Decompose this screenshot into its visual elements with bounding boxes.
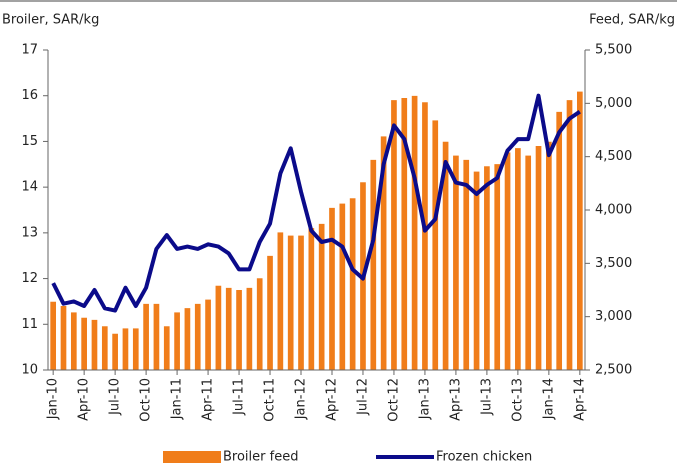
bar bbox=[163, 326, 170, 370]
bar bbox=[215, 285, 222, 370]
y-tick-label: 13 bbox=[21, 225, 38, 240]
x-tick-label: Apr-13 bbox=[448, 378, 463, 421]
bar bbox=[401, 98, 408, 370]
bar bbox=[463, 159, 470, 370]
y2-axis-title: Feed, SAR/kg bbox=[589, 13, 675, 28]
bar bbox=[422, 102, 428, 371]
legend-swatch bbox=[163, 451, 221, 463]
x-tick-label: Jan-10 bbox=[46, 378, 61, 420]
x-tick-label: Jul-10 bbox=[108, 378, 123, 416]
x-tick-label: Jul-12 bbox=[355, 378, 370, 416]
x-tick-label: Jan-13 bbox=[417, 378, 432, 420]
y2-tick-label: 5,000 bbox=[595, 96, 632, 111]
bar bbox=[256, 278, 263, 370]
bar bbox=[60, 306, 67, 370]
bar bbox=[50, 301, 57, 370]
bar bbox=[494, 164, 501, 370]
y2-tick-label: 4,000 bbox=[595, 203, 632, 218]
bar bbox=[298, 235, 304, 370]
y-tick-label: 17 bbox=[21, 43, 38, 58]
bar bbox=[391, 100, 397, 370]
legend-label: Frozen chicken bbox=[436, 450, 532, 465]
bar bbox=[432, 120, 439, 371]
y2-tick-label: 3,500 bbox=[595, 256, 632, 271]
y2-tick-label: 4,500 bbox=[595, 149, 632, 164]
bar bbox=[287, 235, 294, 370]
y2-tick-label: 2,500 bbox=[595, 363, 632, 378]
bar bbox=[308, 228, 315, 370]
x-tick-label: Jul-11 bbox=[232, 378, 247, 416]
bar bbox=[112, 333, 118, 370]
bar bbox=[370, 159, 377, 370]
bar bbox=[194, 303, 201, 370]
bar bbox=[318, 223, 325, 370]
bar bbox=[525, 155, 532, 370]
x-tick-label: Jan-11 bbox=[170, 378, 185, 420]
bar bbox=[174, 312, 180, 370]
bar bbox=[143, 303, 149, 370]
bar bbox=[453, 155, 459, 370]
x-tick-label: Apr-12 bbox=[324, 378, 339, 421]
bar bbox=[546, 141, 552, 370]
y-tick-label: 16 bbox=[21, 88, 38, 103]
line bbox=[51, 93, 581, 313]
bar bbox=[91, 319, 98, 370]
bar bbox=[329, 207, 335, 370]
bar bbox=[504, 152, 511, 370]
bar bbox=[184, 308, 191, 370]
bar bbox=[411, 95, 418, 370]
x-tick-label: Oct-10 bbox=[139, 378, 154, 422]
x-tick-label: Jan-14 bbox=[541, 378, 556, 420]
y2-tick-label: 3,000 bbox=[595, 309, 632, 324]
x-tick-label: Apr-14 bbox=[572, 378, 587, 421]
bar bbox=[339, 203, 346, 370]
y-tick-label: 12 bbox=[21, 271, 38, 286]
bar bbox=[576, 91, 583, 370]
bar bbox=[535, 146, 542, 370]
x-tick-label: Oct-12 bbox=[386, 378, 401, 422]
bar bbox=[380, 136, 387, 370]
y-tick-label: 11 bbox=[21, 317, 38, 332]
x-tick-label: Jan-12 bbox=[294, 378, 309, 420]
x-tick-label: Jul-13 bbox=[479, 378, 494, 416]
bar bbox=[566, 100, 573, 370]
bar bbox=[153, 303, 160, 370]
bar bbox=[267, 255, 273, 370]
bar bbox=[236, 290, 242, 370]
bar bbox=[349, 198, 356, 370]
y2-tick-label: 5,500 bbox=[595, 43, 632, 58]
bar bbox=[556, 111, 563, 370]
x-tick-label: Oct-11 bbox=[263, 378, 278, 422]
bar bbox=[122, 328, 129, 370]
x-tick-label: Oct-13 bbox=[510, 378, 525, 422]
bar bbox=[277, 232, 284, 370]
bar bbox=[132, 328, 139, 370]
x-tick-label: Apr-10 bbox=[77, 378, 92, 421]
y-tick-label: 14 bbox=[21, 180, 38, 195]
bar bbox=[205, 299, 211, 370]
bar bbox=[246, 287, 253, 370]
x-tick-label: Apr-11 bbox=[201, 378, 216, 421]
bar bbox=[442, 141, 449, 370]
bar bbox=[484, 166, 490, 370]
y-tick-label: 15 bbox=[21, 134, 38, 149]
y-tick-label: 10 bbox=[21, 363, 38, 378]
bar bbox=[473, 171, 480, 370]
legend-label: Broiler feed bbox=[223, 450, 298, 465]
bar bbox=[81, 317, 87, 370]
bar bbox=[515, 148, 521, 370]
bar bbox=[70, 312, 77, 370]
bar bbox=[225, 287, 232, 370]
bar bbox=[101, 326, 108, 370]
y-axis-title: Broiler, SAR/kg bbox=[2, 13, 99, 28]
